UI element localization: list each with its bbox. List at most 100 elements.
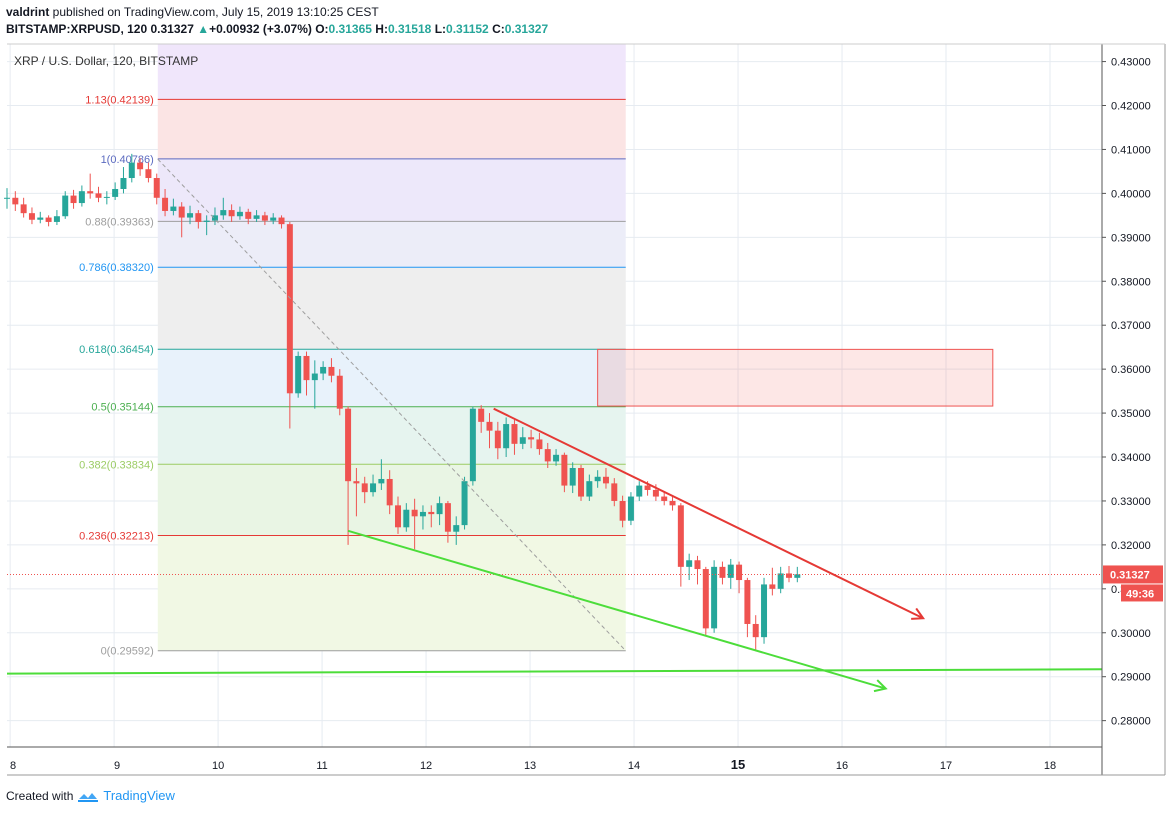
candle-body [694, 560, 701, 570]
candle-body [386, 478, 393, 506]
candle-body [361, 483, 368, 493]
y-tick-label: 0.35000 [1111, 408, 1151, 420]
candle-body [120, 178, 127, 189]
candle-body [20, 204, 27, 214]
fib-trend-dashed-line[interactable] [157, 158, 627, 652]
tradingview-brand-link[interactable]: TradingView [103, 788, 175, 803]
candle-body [353, 481, 360, 484]
candle-body [669, 500, 676, 506]
candle-body [137, 162, 144, 170]
candle-body [78, 191, 85, 204]
publish-info: valdrint published on TradingView.com, J… [6, 5, 379, 19]
candle-body [286, 224, 293, 394]
candle-body [553, 454, 560, 462]
candle-body [461, 481, 468, 526]
candle-body [761, 584, 768, 638]
fib-level-label: 1.13(0.42139) [85, 94, 154, 106]
author-name[interactable]: valdrint [6, 5, 50, 19]
candle-body [28, 213, 35, 220]
candle-body [328, 366, 335, 376]
ohlc-high-value: 0.31518 [387, 22, 432, 36]
ohlc-open-value: 0.31365 [328, 22, 372, 36]
x-tick-label: 13 [524, 760, 536, 772]
y-tick-label: 0.37000 [1111, 320, 1151, 332]
fib-level-label: 0.618(0.36454) [79, 344, 154, 356]
candle-body [702, 569, 709, 629]
countdown-label: 49:36 [1126, 588, 1154, 600]
trendline[interactable] [493, 407, 924, 620]
candle-body [644, 485, 651, 490]
fib-band [157, 535, 626, 651]
candle-body [320, 366, 327, 374]
candle-body [411, 509, 418, 517]
candle-body [602, 476, 609, 484]
trendline-arrow-icon [911, 607, 926, 620]
candle-body [211, 215, 218, 221]
candle-body [453, 525, 460, 532]
candle-body [178, 206, 185, 218]
y-tick-label: 0.32000 [1111, 540, 1151, 552]
candle-body [128, 162, 135, 179]
x-tick-label: 14 [628, 760, 640, 772]
candle-body [677, 505, 684, 567]
x-tick-label: 8 [10, 760, 16, 772]
x-tick-label: 12 [420, 760, 432, 772]
candle-body [794, 574, 801, 578]
x-tick-label: 17 [940, 760, 952, 772]
candle-body [611, 483, 618, 501]
candle-body [636, 485, 643, 497]
candle-body [578, 467, 585, 497]
candle-body [220, 210, 227, 216]
trendline[interactable] [6, 668, 1103, 675]
candle-body [270, 217, 277, 221]
candle-body [370, 483, 377, 493]
change-up-icon: ▲ [197, 22, 210, 36]
fib-band [157, 267, 626, 350]
ohlc-low-key: L: [434, 22, 447, 36]
candle-body [236, 211, 243, 217]
chart-title: XRP / U.S. Dollar, 120, BITSTAMP [14, 54, 198, 68]
y-tick-label: 0.43000 [1111, 57, 1151, 69]
candle-body [187, 213, 194, 218]
candle-body [444, 503, 451, 532]
y-tick-label: 0.39000 [1111, 232, 1151, 244]
fib-level-label: 1(0.40786) [101, 154, 154, 166]
candle-body [245, 211, 252, 219]
candle-body [378, 478, 385, 484]
resistance-zone [597, 348, 994, 407]
candle-body [261, 215, 268, 221]
candle-body [303, 355, 310, 381]
candle-body [711, 566, 718, 629]
candle-body [428, 511, 435, 515]
change-value: +0.00932 (+3.07%) [209, 22, 312, 36]
candle-body [719, 566, 726, 578]
candle-body [777, 573, 784, 589]
y-tick-label: 0.33000 [1111, 496, 1151, 508]
candle-body [112, 188, 119, 197]
trendline[interactable] [347, 529, 886, 690]
candle-body [311, 373, 318, 381]
y-tick-label: 0.30000 [1111, 628, 1151, 640]
candle-body [87, 191, 94, 194]
ohlc-low-value: 0.31152 [446, 22, 489, 36]
tradingview-cloud-icon [78, 792, 99, 802]
fib-level-label: 0.236(0.32213) [79, 531, 154, 543]
x-tick-label: 9 [114, 760, 120, 772]
candle-body [203, 220, 210, 222]
candle-body [752, 623, 759, 638]
candle-body [153, 178, 160, 198]
fib-level-label: 0.786(0.38320) [79, 262, 154, 274]
x-tick-label: 18 [1044, 760, 1056, 772]
candle-body [569, 467, 576, 486]
candle-body [619, 500, 626, 521]
candle-body [744, 580, 751, 624]
candle-body [4, 197, 10, 199]
candle-body [469, 408, 476, 482]
candle-body [145, 169, 152, 179]
x-tick-label: 11 [316, 760, 327, 772]
fib-level-label: 0.382(0.33834) [79, 459, 154, 471]
fib-band [157, 158, 626, 222]
candle-body [528, 437, 535, 440]
y-tick-label: 0.34000 [1111, 452, 1151, 464]
